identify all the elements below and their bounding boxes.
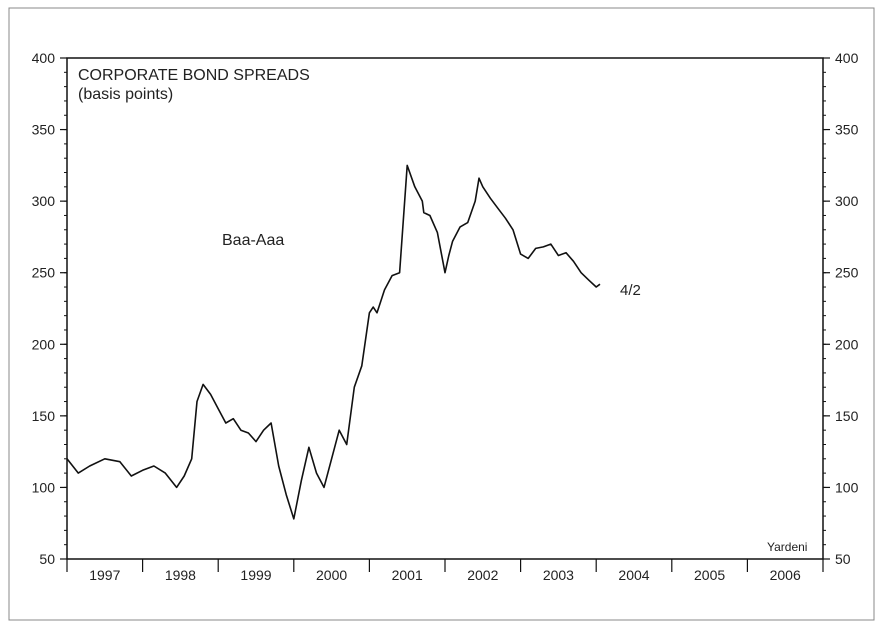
- y-tick-label-right: 150: [835, 408, 859, 424]
- y-tick-label-right: 400: [835, 50, 859, 66]
- y-tick-label-right: 200: [835, 336, 859, 352]
- chart-subtitle: (basis points): [78, 86, 173, 103]
- y-tick-label-left: 250: [32, 265, 56, 281]
- x-tick-label: 1997: [89, 567, 120, 583]
- x-axis: 1997 1998 1999 2000 2001 2002 2003 2004 2005 2006: [66, 559, 824, 583]
- y-tick-label-left: 400: [32, 50, 56, 66]
- x-tick-label: 2005: [694, 567, 725, 583]
- y-tick-label-left: 100: [32, 479, 56, 495]
- outer-border: [8, 7, 875, 621]
- chart-title: CORPORATE BOND SPREADS: [78, 67, 310, 84]
- y-tick-label-right: 50: [835, 551, 851, 567]
- x-tick-label: 2004: [618, 567, 649, 583]
- y-tick-label-left: 150: [32, 408, 56, 424]
- y-axis-left: 50 100 150 200 250 300 350 400: [32, 50, 67, 567]
- end-label: 4/2: [620, 282, 641, 299]
- y-tick-label-left: 200: [32, 336, 56, 352]
- y-tick-label-right: 350: [835, 122, 859, 138]
- x-tick-label: 2002: [467, 567, 498, 583]
- x-tick-label: 2003: [543, 567, 574, 583]
- series-line-baa-aaa: [66, 164, 601, 520]
- y-tick-label-left: 50: [39, 551, 55, 567]
- x-tick-label: 1998: [165, 567, 196, 583]
- y-tick-label-right: 300: [835, 193, 859, 209]
- y-tick-label-left: 300: [32, 193, 56, 209]
- x-tick-label: 2006: [770, 567, 801, 583]
- series-label: Baa-Aaa: [222, 232, 284, 249]
- x-tick-label: 1999: [240, 567, 271, 583]
- plot-area: [66, 57, 824, 560]
- y-tick-label-right: 100: [835, 479, 859, 495]
- y-tick-label-right: 250: [835, 265, 859, 281]
- x-tick-label: 2000: [316, 567, 347, 583]
- x-tick-label: 2001: [392, 567, 423, 583]
- y-tick-label-left: 350: [32, 122, 56, 138]
- source-label: Yardeni: [767, 540, 807, 554]
- y-axis-right: 50 100 150 200 250 300 350 400: [823, 50, 859, 567]
